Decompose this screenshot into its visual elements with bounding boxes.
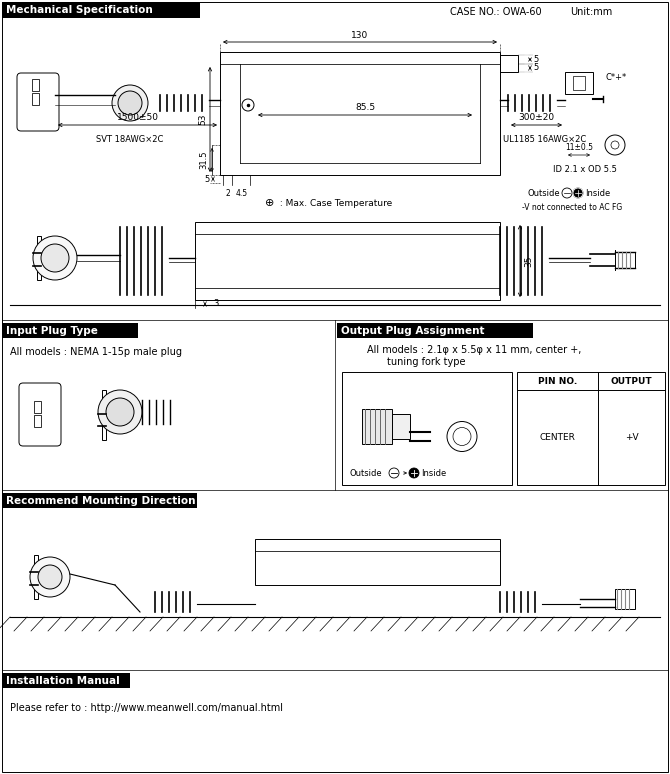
Circle shape: [409, 468, 419, 478]
Circle shape: [33, 236, 77, 280]
Bar: [565, 72, 593, 94]
Text: Installation Manual: Installation Manual: [6, 676, 120, 686]
Circle shape: [106, 398, 134, 426]
Text: PIN NO.: PIN NO.: [538, 376, 578, 385]
Circle shape: [38, 565, 62, 589]
Circle shape: [41, 244, 69, 272]
Bar: [500, 55, 518, 72]
Bar: [102, 390, 106, 440]
Bar: [2, 323, 138, 338]
Bar: [34, 555, 38, 599]
Text: Please refer to : http://www.meanwell.com/manual.html: Please refer to : http://www.meanwell.co…: [10, 703, 283, 713]
Circle shape: [573, 188, 583, 198]
Text: 2: 2: [226, 189, 230, 197]
Text: UL1185 16AWG×2C: UL1185 16AWG×2C: [503, 135, 587, 145]
Bar: [220, 52, 500, 175]
Circle shape: [118, 91, 142, 115]
Bar: [32, 93, 39, 105]
Text: Outside: Outside: [527, 189, 560, 197]
Text: Inside: Inside: [585, 189, 610, 197]
Text: SVT 18AWG×2C: SVT 18AWG×2C: [96, 135, 163, 145]
Text: 4.5: 4.5: [236, 189, 248, 197]
Bar: [615, 589, 635, 609]
Bar: [195, 222, 500, 300]
Bar: [32, 79, 39, 91]
Text: 3: 3: [213, 300, 218, 309]
Bar: [2, 2, 200, 18]
Text: 53: 53: [198, 114, 207, 125]
Text: 130: 130: [351, 30, 369, 39]
Text: 85.5: 85.5: [355, 104, 375, 112]
Text: -V not connected to AC FG: -V not connected to AC FG: [522, 203, 622, 211]
Text: All models : NEMA 1-15p male plug: All models : NEMA 1-15p male plug: [10, 347, 182, 357]
Bar: [255, 539, 500, 585]
Text: All models : 2.1φ x 5.5φ x 11 mm, center +,: All models : 2.1φ x 5.5φ x 11 mm, center…: [367, 345, 582, 355]
Bar: [34, 401, 41, 413]
Bar: [362, 409, 392, 444]
Bar: [34, 415, 41, 427]
Bar: [392, 413, 410, 439]
Text: CENTER: CENTER: [540, 433, 576, 442]
Text: Unit:mm: Unit:mm: [570, 7, 612, 17]
Text: Inside: Inside: [421, 468, 446, 478]
Text: 5: 5: [533, 63, 538, 73]
Text: 5: 5: [533, 55, 538, 64]
Text: tuning fork type: tuning fork type: [387, 357, 466, 367]
Text: +V: +V: [625, 433, 639, 442]
Text: 5: 5: [205, 174, 210, 183]
Circle shape: [30, 557, 70, 597]
Text: ID 2.1 x OD 5.5: ID 2.1 x OD 5.5: [553, 166, 617, 174]
Bar: [342, 372, 512, 485]
Text: 11±0.5: 11±0.5: [565, 143, 593, 152]
Bar: [2, 493, 197, 508]
Text: Recommend Mounting Direction: Recommend Mounting Direction: [6, 496, 196, 506]
Text: : Max. Case Temperature: : Max. Case Temperature: [277, 198, 392, 207]
Text: Outside: Outside: [350, 468, 383, 478]
Text: Mechanical Specification: Mechanical Specification: [6, 5, 153, 15]
Text: 1500±50: 1500±50: [117, 114, 159, 122]
Bar: [337, 323, 533, 338]
Circle shape: [112, 85, 148, 121]
Circle shape: [98, 390, 142, 434]
Bar: [3, 3, 11, 16]
Text: C*+*: C*+*: [605, 74, 626, 83]
Text: 300±20: 300±20: [519, 114, 555, 122]
Text: OUTPUT: OUTPUT: [611, 376, 653, 385]
Bar: [517, 372, 665, 485]
Bar: [573, 76, 585, 90]
Text: 31.5: 31.5: [199, 151, 208, 170]
Text: ⊕: ⊕: [265, 198, 275, 208]
Bar: [37, 236, 41, 280]
Text: 35: 35: [524, 255, 533, 267]
Bar: [2, 673, 130, 688]
Text: Output Plug Assignment: Output Plug Assignment: [341, 326, 484, 336]
Text: CASE NO.: OWA-60: CASE NO.: OWA-60: [450, 7, 541, 17]
Text: Input Plug Type: Input Plug Type: [6, 326, 98, 336]
